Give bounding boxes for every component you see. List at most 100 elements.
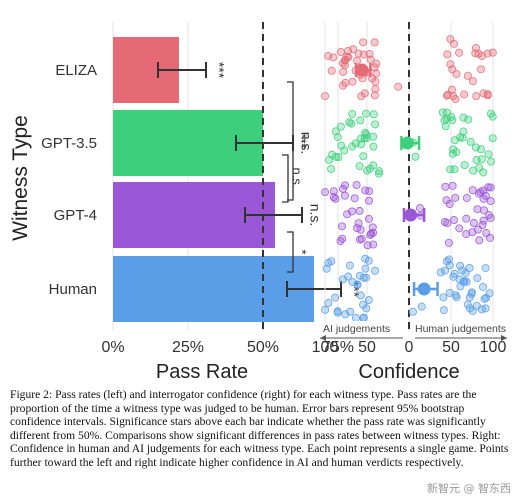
confidence-point: [483, 91, 492, 100]
comparison-bracket: [287, 231, 294, 273]
confidence-point: [464, 115, 473, 124]
confidence-point: [321, 92, 330, 101]
confidence-point: [473, 205, 482, 214]
confidence-point: [337, 141, 346, 150]
comparison-label: *: [295, 249, 310, 254]
mean-point: [404, 208, 418, 222]
confidence-point: [369, 132, 378, 141]
confidence-point: [348, 277, 357, 286]
confidence-point: [327, 164, 336, 173]
confidence-point: [331, 293, 340, 302]
confidence-point: [455, 224, 464, 233]
confidence-point: [415, 204, 424, 213]
confidence-point: [449, 216, 458, 225]
confidence-point: [329, 187, 338, 196]
confidence-point: [374, 169, 383, 178]
confidence-point: [356, 291, 365, 300]
confidence-point: [474, 189, 483, 198]
confidence-point: [348, 110, 357, 119]
confidence-point: [441, 182, 450, 191]
confidence-point: [436, 268, 445, 277]
confidence-point: [366, 230, 375, 239]
confidence-point: [324, 299, 333, 308]
confidence-point: [472, 92, 481, 101]
confidence-point: [456, 261, 465, 270]
confidence-point: [346, 307, 355, 316]
confidence-point: [365, 196, 374, 205]
confidence-point: [452, 293, 461, 302]
direction-label-bg: [322, 321, 400, 335]
confidence-point: [442, 257, 451, 266]
comparison-bracket: [282, 154, 289, 203]
watermark: 新智元 @ 智东西: [427, 482, 511, 495]
confidence-point: [361, 109, 370, 118]
confidence-point: [462, 214, 471, 223]
confidence-point: [468, 186, 477, 195]
confidence-point: [331, 127, 340, 136]
confidence-tick-label: 100: [312, 339, 339, 356]
confidence-point: [469, 219, 478, 228]
confidence-point: [480, 206, 489, 215]
confidence-point: [322, 264, 331, 273]
mean-point: [417, 282, 431, 296]
confidence-point: [355, 271, 364, 280]
y-axis-title: Witness Type: [9, 115, 32, 241]
confidence-point: [351, 313, 360, 322]
confidence-point: [473, 274, 482, 283]
confidence-point: [355, 235, 364, 244]
confidence-point: [455, 48, 464, 57]
significance-label: n.s.: [298, 132, 314, 155]
confidence-point: [451, 95, 460, 104]
confidence-point: [359, 38, 368, 47]
confidence-point: [441, 266, 450, 275]
confidence-point: [359, 273, 368, 282]
confidence-tick-label: 50: [358, 339, 376, 356]
confidence-point: [482, 293, 491, 302]
caption-label: Figure 2:: [10, 388, 53, 401]
confidence-point: [351, 139, 360, 148]
confidence-point: [336, 48, 345, 57]
confidence-point: [339, 59, 348, 68]
confidence-point: [486, 183, 495, 192]
confidence-point: [340, 191, 349, 200]
confidence-point: [341, 310, 350, 319]
confidence-point: [359, 50, 368, 59]
confidence-point: [345, 261, 354, 270]
confidence-point: [327, 257, 336, 266]
confidence-point: [369, 110, 378, 119]
confidence-point: [474, 49, 483, 58]
confidence-point: [370, 91, 379, 100]
confidence-point: [481, 304, 490, 313]
confidence-point: [472, 301, 481, 310]
confidence-point: [462, 230, 471, 239]
confidence-point: [356, 116, 365, 125]
confidence-point: [451, 193, 460, 202]
confidence-point: [452, 69, 461, 78]
confidence-point: [484, 211, 493, 220]
confidence-point: [478, 220, 487, 229]
confidence-point: [447, 112, 456, 121]
confidence-point: [365, 187, 374, 196]
figure: *** n.s. n.s. *** ELIZA GPT-3.5 GPT-4 Human Witn…: [9, 22, 507, 383]
confidence-point: [445, 288, 454, 297]
confidence-point: [449, 272, 458, 281]
confidence-point: [417, 302, 426, 311]
confidence-point: [441, 122, 450, 131]
confidence-point: [371, 266, 380, 275]
confidence-point: [487, 157, 496, 166]
confidence-point: [344, 272, 353, 281]
confidence-tick-label: 50: [442, 339, 460, 356]
ai-direction-arrowhead: [320, 335, 326, 341]
confidence-tick-label: 0: [405, 339, 414, 356]
confidence-point: [444, 238, 453, 247]
significance-label: ***: [211, 62, 227, 79]
confidence-point: [477, 65, 486, 74]
confidence-point: [364, 214, 373, 223]
confidence-point: [372, 59, 381, 68]
confidence-point: [338, 222, 347, 231]
ai-judgements-label: AI judgements: [323, 323, 390, 335]
confidence-point: [368, 223, 377, 232]
confidence-point: [353, 280, 362, 289]
x-tick-label: 25%: [172, 339, 204, 356]
confidence-point: [463, 71, 472, 80]
